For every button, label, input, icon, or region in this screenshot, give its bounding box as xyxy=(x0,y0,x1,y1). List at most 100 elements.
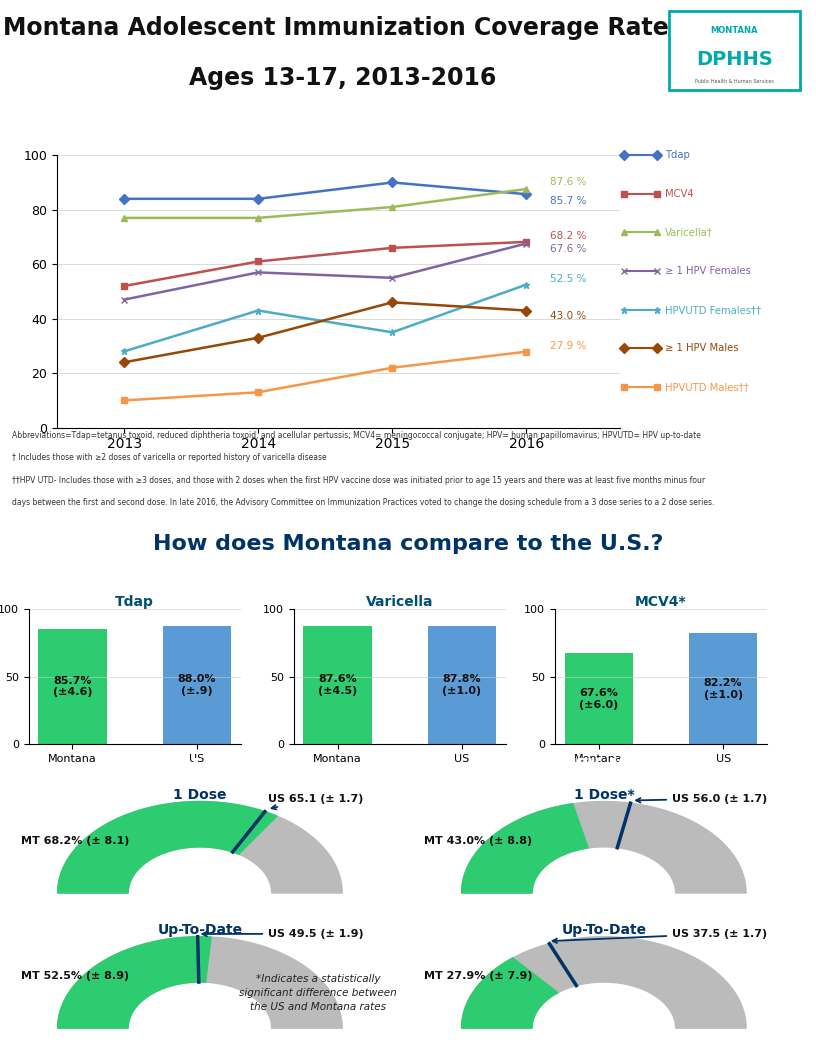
Text: MT 43.0% (± 8.8): MT 43.0% (± 8.8) xyxy=(424,836,533,846)
Bar xyxy=(565,653,633,744)
Line: ≥ 1 HPV Males: ≥ 1 HPV Males xyxy=(121,299,530,365)
Text: 67.6%
(±6.0): 67.6% (±6.0) xyxy=(579,689,619,710)
HPVUTD Females†† xyxy=(119,345,129,358)
Text: MT 68.2% (± 8.1): MT 68.2% (± 8.1) xyxy=(20,836,129,846)
HPVUTD Females†† xyxy=(253,304,263,317)
Text: 82.2%
(±1.0): 82.2% (±1.0) xyxy=(703,678,743,700)
Text: 68.2 %: 68.2 % xyxy=(551,231,587,242)
≥ 1 HPV Males xyxy=(253,332,263,344)
Text: US 37.5 (± 1.7): US 37.5 (± 1.7) xyxy=(552,928,767,943)
Text: MCV4: MCV4 xyxy=(665,189,694,199)
Text: Varicella†: Varicella† xyxy=(665,227,712,238)
Polygon shape xyxy=(462,802,746,893)
Text: 87.6%
(±4.5): 87.6% (±4.5) xyxy=(318,675,357,696)
FancyBboxPatch shape xyxy=(669,11,800,90)
Line: MCV4: MCV4 xyxy=(121,239,530,289)
Text: Abbreviations=Tdap=tetanus toxoid, reduced diphtheria toxoid, and acellular pert: Abbreviations=Tdap=tetanus toxoid, reduc… xyxy=(12,431,701,440)
Text: MT 27.9% (± 7.9): MT 27.9% (± 7.9) xyxy=(424,972,533,981)
Title: Varicella: Varicella xyxy=(366,596,433,609)
Text: Montana Adolescent Immunization Coverage Rates: Montana Adolescent Immunization Coverage… xyxy=(2,16,683,40)
Text: Public Health & Human Services: Public Health & Human Services xyxy=(695,79,774,84)
HPVUTD Females†† xyxy=(388,326,397,339)
Text: 52.5 %: 52.5 % xyxy=(551,275,587,284)
Polygon shape xyxy=(58,802,342,893)
Text: 85.7 %: 85.7 % xyxy=(551,196,587,206)
Text: 87.6 %: 87.6 % xyxy=(551,177,587,187)
Tdap xyxy=(119,192,129,205)
Text: Tdap: Tdap xyxy=(665,150,690,161)
HPVUTD Males†† xyxy=(521,345,531,358)
Varicella† xyxy=(388,201,397,213)
Text: 1 Dose*: 1 Dose* xyxy=(574,788,634,803)
Text: MONTANA: MONTANA xyxy=(711,25,758,35)
≥ 1 HPV Males xyxy=(119,356,129,369)
Tdap xyxy=(253,192,263,205)
Line: Tdap: Tdap xyxy=(121,180,530,203)
MCV4 xyxy=(388,242,397,254)
Text: US 65.1 (± 1.7): US 65.1 (± 1.7) xyxy=(268,793,363,809)
Tdap xyxy=(521,188,531,201)
Text: HPVUTD Males††: HPVUTD Males†† xyxy=(665,382,748,392)
≥ 1 HPV Females xyxy=(388,271,397,284)
≥ 1 HPV Females xyxy=(119,294,129,306)
Title: Tdap: Tdap xyxy=(115,596,154,609)
Text: 43.0 %: 43.0 % xyxy=(551,310,587,321)
Text: HPVUTD Females††: HPVUTD Females†† xyxy=(665,305,761,315)
Polygon shape xyxy=(58,937,342,1029)
Polygon shape xyxy=(462,937,746,1029)
Text: days between the first and second dose. In late 2016, the Advisory Committee on : days between the first and second dose. … xyxy=(12,498,715,507)
Bar xyxy=(38,628,107,744)
Text: *Indicates a statistically
significant difference between
the US and Montana rat: *Indicates a statistically significant d… xyxy=(239,974,397,1012)
Tdap xyxy=(388,176,397,189)
Text: † Includes those with ≥2 doses of varicella or reported history of varicella dis: † Includes those with ≥2 doses of varice… xyxy=(12,453,327,463)
Text: ††HPV UTD- Includes those with ≥3 doses, and those with 2 doses when the first H: ††HPV UTD- Includes those with ≥3 doses,… xyxy=(12,476,705,485)
Varicella† xyxy=(253,211,263,224)
Line: ≥ 1 HPV Females: ≥ 1 HPV Females xyxy=(121,240,530,303)
Text: 88.0%
(±.9): 88.0% (±.9) xyxy=(178,674,216,696)
HPVUTD Males†† xyxy=(253,385,263,398)
Text: ≥ 1 HPV Females: ≥ 1 HPV Females xyxy=(665,266,751,276)
Text: US 56.0 (± 1.7): US 56.0 (± 1.7) xyxy=(636,793,767,804)
Text: 85.7%
(±4.6): 85.7% (±4.6) xyxy=(53,676,92,697)
Text: HPV- Males: HPV- Males xyxy=(564,758,660,773)
Line: Varicella†: Varicella† xyxy=(121,186,530,222)
HPVUTD Males†† xyxy=(388,361,397,374)
Bar xyxy=(304,626,372,744)
MCV4 xyxy=(521,235,531,248)
Polygon shape xyxy=(462,958,558,1029)
Text: How does Montana compare to the U.S.?: How does Montana compare to the U.S.? xyxy=(153,534,663,553)
Bar xyxy=(689,634,757,744)
Text: The National Immunization Survey (NIS) is a random digit-dialing telephone surve: The National Immunization Survey (NIS) i… xyxy=(131,107,685,138)
Varicella† xyxy=(521,183,531,195)
Bar xyxy=(428,626,496,744)
Text: 87.8%
(±1.0): 87.8% (±1.0) xyxy=(442,675,481,696)
Line: HPVUTD Males††: HPVUTD Males†† xyxy=(121,348,530,403)
Text: US 49.5 (± 1.9): US 49.5 (± 1.9) xyxy=(202,928,364,939)
Text: Up-To-Date: Up-To-Date xyxy=(157,923,242,938)
≥ 1 HPV Females xyxy=(253,266,263,279)
Text: HPV- Females: HPV- Females xyxy=(145,758,263,773)
Polygon shape xyxy=(58,937,211,1029)
≥ 1 HPV Females xyxy=(521,238,531,250)
Bar xyxy=(162,625,231,744)
Line: HPVUTD Females††: HPVUTD Females†† xyxy=(121,281,530,355)
Polygon shape xyxy=(58,802,277,893)
Text: 67.6 %: 67.6 % xyxy=(551,244,587,253)
Title: MCV4*: MCV4* xyxy=(635,596,687,609)
Text: Ages 13-17, 2013-2016: Ages 13-17, 2013-2016 xyxy=(189,67,496,90)
Text: 27.9 %: 27.9 % xyxy=(551,341,587,352)
HPVUTD Males†† xyxy=(119,394,129,407)
Text: Tdap, Varicella, MCV4: Tdap, Varicella, MCV4 xyxy=(315,582,501,597)
HPVUTD Females†† xyxy=(521,279,531,291)
Polygon shape xyxy=(462,804,588,893)
Text: MT 52.5% (± 8.9): MT 52.5% (± 8.9) xyxy=(20,972,129,981)
≥ 1 HPV Males xyxy=(521,304,531,317)
MCV4 xyxy=(253,256,263,268)
Text: ≥ 1 HPV Males: ≥ 1 HPV Males xyxy=(665,343,738,354)
Text: 1 Dose: 1 Dose xyxy=(173,788,227,803)
≥ 1 HPV Males xyxy=(388,296,397,308)
MCV4 xyxy=(119,280,129,293)
Text: DPHHS: DPHHS xyxy=(696,51,773,69)
Text: Up-To-Date: Up-To-Date xyxy=(561,923,646,938)
Varicella† xyxy=(119,211,129,224)
